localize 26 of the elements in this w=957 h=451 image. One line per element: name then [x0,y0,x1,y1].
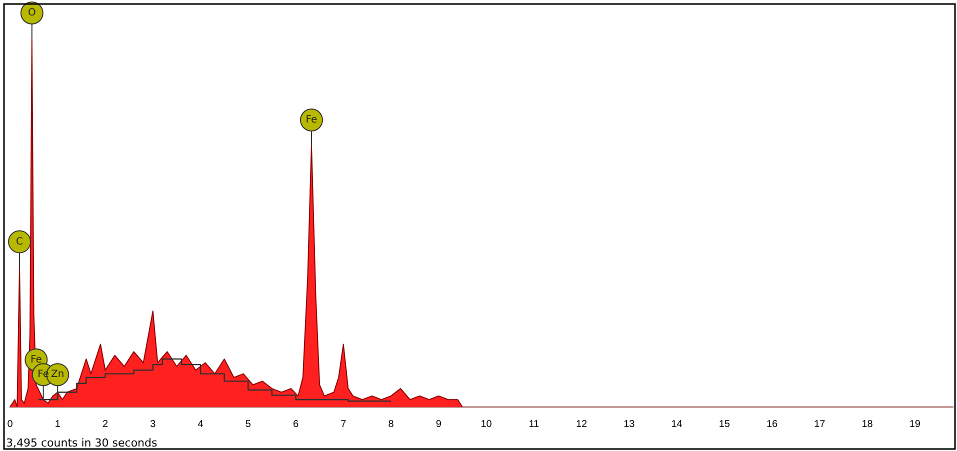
x-tick-label: 10 [480,418,492,430]
x-tick-label: 2 [102,418,108,430]
x-tick-label: 1 [54,418,61,430]
x-tick-label: 9 [436,418,442,430]
x-tick-label: 17 [814,418,826,430]
text: 3,495 counts in 30 seconds [6,436,158,450]
x-tick-label: 3 [150,418,156,430]
x-tick-label: 4 [198,418,204,430]
x-tick-label: 18 [862,418,874,430]
annotation: Fe [306,114,318,126]
annotation: Fe [30,354,42,366]
x-tick-label: 7 [340,418,347,430]
x-tick-label: 12 [576,418,588,430]
x-tick-label: 5 [245,418,252,430]
x-tick-label: 15 [718,418,730,430]
x-tick-label: 16 [766,418,778,430]
annotation: O [28,8,36,19]
x-tick-label: 11 [528,418,540,430]
x-tick-label: 8 [388,418,394,430]
x-tick-label: 19 [909,418,921,430]
x-tick-label: 6 [292,418,299,430]
x-tick-label: 14 [671,418,683,430]
x-tick-label: 0 [7,418,14,430]
annotation: Zn [51,369,64,380]
x-tick-label: 13 [624,418,636,430]
annotation: C [16,236,24,248]
